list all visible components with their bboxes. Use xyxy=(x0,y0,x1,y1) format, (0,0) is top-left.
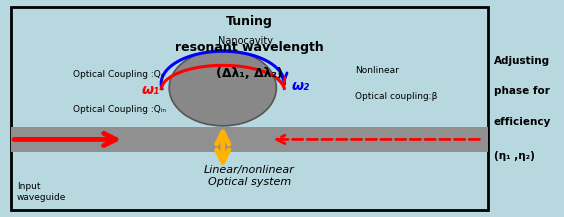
Text: Linear/nonlinear
Optical system: Linear/nonlinear Optical system xyxy=(204,165,295,187)
Text: efficiency: efficiency xyxy=(494,117,551,127)
Text: Tuning: Tuning xyxy=(226,15,273,28)
Text: ω₂: ω₂ xyxy=(292,79,310,93)
Text: ω₁: ω₁ xyxy=(142,83,160,97)
Text: Optical coupling:β: Optical coupling:β xyxy=(355,92,438,101)
Text: phase for: phase for xyxy=(494,86,549,96)
Bar xyxy=(11,127,488,152)
Ellipse shape xyxy=(169,50,276,126)
Text: (η₁ ,η₂): (η₁ ,η₂) xyxy=(494,151,534,161)
Text: Optical Coupling :Qᵥ: Optical Coupling :Qᵥ xyxy=(73,70,165,79)
Text: Nanocavity: Nanocavity xyxy=(218,36,273,46)
Text: Adjusting: Adjusting xyxy=(494,56,550,66)
Bar xyxy=(11,7,488,210)
Text: Optical Coupling :Qᵢₙ: Optical Coupling :Qᵢₙ xyxy=(73,105,166,114)
Text: resonant wavelength: resonant wavelength xyxy=(175,41,324,54)
Text: (Δλ₁, Δλ₂): (Δλ₁, Δλ₂) xyxy=(216,67,283,80)
Text: Nonlinear: Nonlinear xyxy=(355,66,399,75)
Text: Input
waveguide: Input waveguide xyxy=(17,182,67,202)
